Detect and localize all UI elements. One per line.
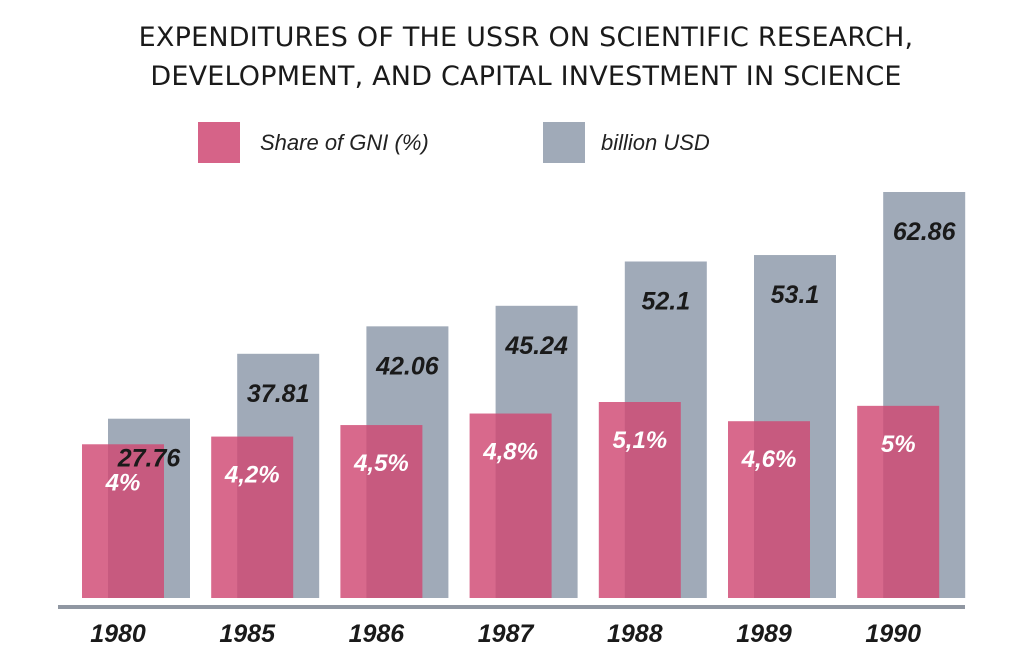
gni-bar-1986 [340,425,423,598]
gni-bar-1985 [211,436,294,598]
gni-value-label-1989: 4,6% [741,446,797,473]
usd-value-label-1986: 42.06 [375,352,440,380]
gni-bar-1988 [598,402,681,598]
gni-value-label-1985: 4,2% [224,462,280,489]
x-tick-label-1988: 1988 [607,620,663,648]
legend-swatch-billion-usd [543,122,585,163]
x-tick-label-1985: 1985 [219,620,276,648]
legend-swatch-share-of-gni [198,122,240,163]
usd-value-label-1990: 62.86 [893,218,957,246]
gni-value-label-1988: 5,1% [612,427,667,454]
legend: Share of GNI (%) billion USD [198,122,710,163]
gni-value-label-1980: 4% [105,469,141,496]
x-tick-label-1987: 1987 [478,620,535,648]
chart-title: EXPENDITURES OF THE USSR ON SCIENTIFIC R… [0,18,1024,96]
gni-bar-1989 [728,421,810,598]
usd-value-label-1985: 37.81 [247,380,310,408]
gni-value-label-1986: 4,5% [353,450,409,477]
legend-label-billion-usd: billion USD [601,130,710,155]
gni-bars [82,402,940,598]
usd-value-label-1980: 27.76 [117,445,182,473]
gni-bar-1987 [469,413,552,598]
usd-value-label-1988: 52.1 [641,287,690,315]
gni-bar-1980 [82,444,164,598]
x-tick-label-1989: 1989 [736,620,792,648]
data-labels: 27.764% 37.81 4,2% 42.06 4,5% 45.24 4,8% 52.1 5,… [105,218,957,496]
gni-value-label-1987: 4,8% [482,439,538,466]
gni-value-label-1990: 5% [881,431,916,458]
x-tick-label-1986: 1986 [349,620,406,648]
legend-label-share-of-gni: Share of GNI (%) [260,130,429,155]
gni-bar-1990 [857,405,940,598]
usd-value-label-1989: 53.1 [771,281,820,309]
usd-value-label-1987: 45.24 [504,332,568,360]
chart-title-line-2: DEVELOPMENT, AND CAPITAL INVESTMENT IN S… [150,61,902,92]
x-tick-label-1980: 1980 [90,620,146,648]
x-tick-label-1990: 1990 [865,620,921,648]
chart-title-line-1: EXPENDITURES OF THE USSR ON SCIENTIFIC R… [138,22,914,53]
x-axis-labels: 1980 1985 1986 1987 1988 1989 1990 [90,620,921,648]
